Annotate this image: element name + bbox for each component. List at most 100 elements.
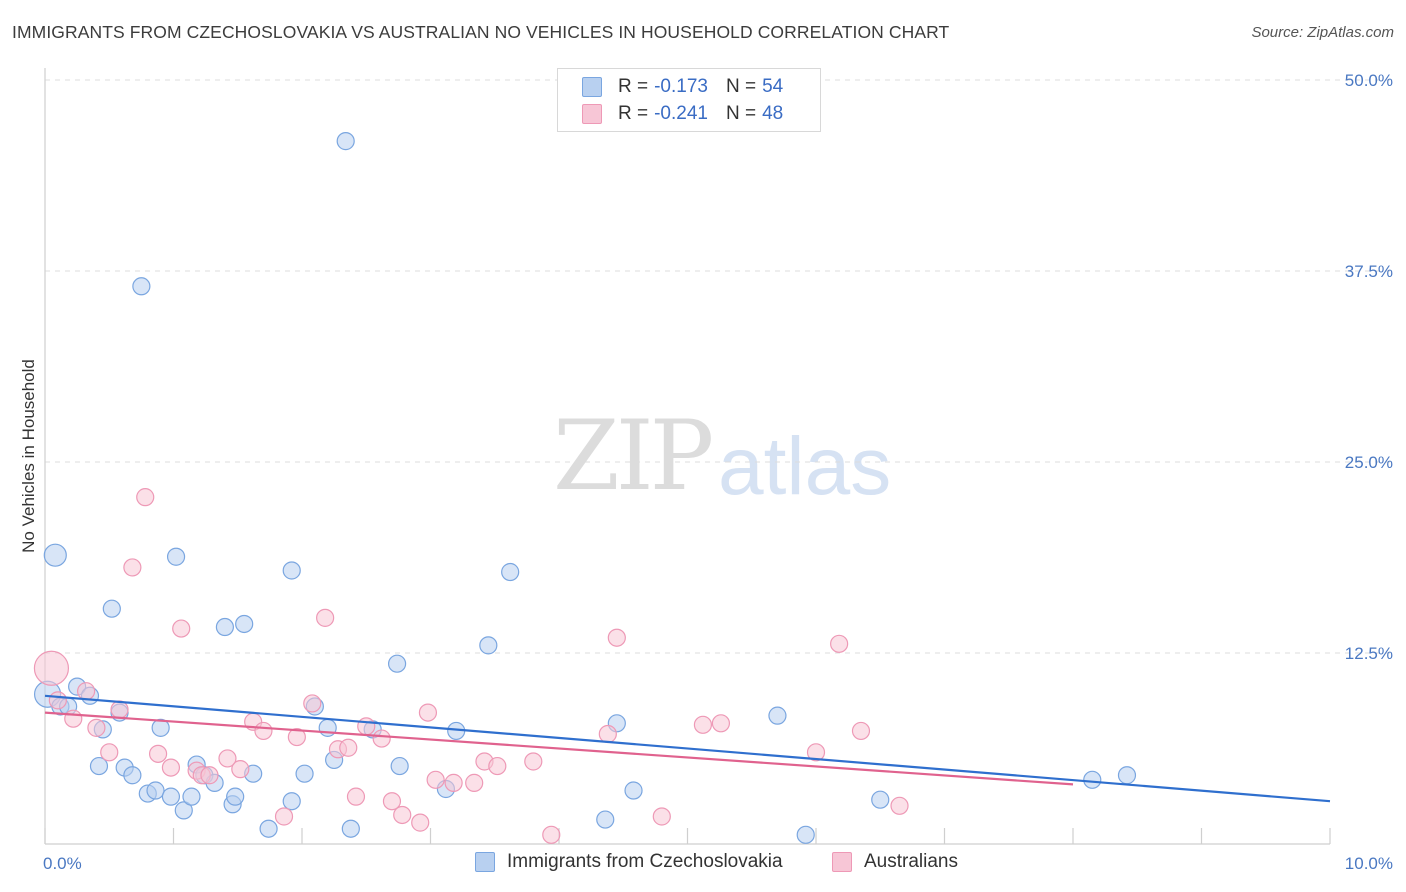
point-australians — [418, 703, 438, 722]
point-australians — [123, 558, 142, 577]
point-australians — [254, 721, 273, 741]
point-australians — [161, 758, 181, 777]
legend-item-czechoslovakia: Immigrants from Czechoslovakia — [475, 851, 783, 873]
point-australians — [274, 807, 294, 826]
trend-line-australians — [44, 711, 1074, 786]
point-czechoslovakia — [226, 787, 245, 806]
point-australians — [316, 608, 335, 627]
point-czechoslovakia — [596, 810, 615, 829]
point-czechoslovakia — [336, 132, 355, 151]
point-czechoslovakia — [768, 706, 787, 725]
point-czechoslovakia — [235, 614, 254, 634]
point-australians — [693, 715, 713, 734]
point-australians — [465, 773, 484, 792]
legend-label-australians: Australians — [864, 851, 958, 872]
legend-swatch-blue — [475, 852, 495, 872]
point-czechoslovakia — [123, 766, 142, 785]
point-australians — [393, 805, 412, 825]
point-czechoslovakia — [871, 790, 890, 809]
legend-swatch-blue — [582, 77, 602, 97]
data-points — [33, 132, 1137, 844]
point-australians — [711, 714, 731, 733]
point-australians — [426, 770, 445, 789]
y-tick-label: 25.0% — [1345, 453, 1393, 472]
point-czechoslovakia — [387, 654, 407, 673]
trend-lines — [44, 694, 1331, 803]
legend-swatch-pink — [582, 104, 602, 124]
tick-labels: 12.5% 25.0% 37.5% 50.0% 0.0% 10.0% — [43, 71, 1393, 873]
point-australians — [218, 749, 237, 768]
point-czechoslovakia — [132, 277, 151, 296]
point-australians — [110, 700, 129, 719]
point-australians — [287, 727, 306, 747]
point-czechoslovakia — [295, 764, 314, 783]
point-australians — [598, 724, 617, 744]
legend-row-australians: R = -0.241 N = 48 — [582, 102, 783, 126]
legend-n-value: 54 — [762, 76, 784, 97]
point-czechoslovakia — [1117, 766, 1137, 785]
point-czechoslovakia — [624, 781, 643, 800]
point-australians — [382, 792, 402, 811]
correlation-legend: R = -0.173 N = 54 R = -0.241 N = 48 — [557, 68, 821, 132]
legend-r-value: -0.173 — [654, 76, 708, 97]
legend-n-label: N = — [725, 76, 757, 97]
point-czechoslovakia — [182, 787, 201, 806]
point-australians — [542, 825, 561, 844]
point-australians — [339, 738, 358, 757]
point-australians — [346, 787, 366, 806]
watermark-zip: ZIP — [553, 400, 714, 512]
point-australians — [411, 813, 430, 832]
point-australians — [87, 718, 106, 737]
point-czechoslovakia — [166, 547, 186, 566]
point-czechoslovakia — [341, 819, 360, 838]
point-czechoslovakia — [174, 801, 193, 820]
y-tick-label: 12.5% — [1345, 644, 1393, 663]
series-legend: Immigrants from Czechoslovakia Australia… — [0, 851, 1406, 877]
point-australians — [444, 773, 463, 792]
point-australians — [357, 717, 376, 736]
point-czechoslovakia — [479, 636, 498, 655]
y-tick-label: 50.0% — [1345, 71, 1393, 90]
legend-r-label: R = — [618, 76, 649, 97]
axes — [44, 68, 1331, 845]
legend-item-australians: Australians — [832, 851, 958, 873]
point-australians — [890, 796, 909, 815]
legend-n-value: 48 — [762, 103, 784, 124]
point-czechoslovakia — [501, 562, 520, 582]
point-australians — [851, 721, 871, 741]
point-czechoslovakia — [161, 787, 181, 806]
grid-lines — [45, 79, 1395, 654]
point-australians — [372, 729, 391, 748]
point-czechoslovakia — [259, 819, 278, 838]
legend-r-value: -0.241 — [654, 103, 708, 124]
point-australians — [172, 619, 191, 638]
point-australians — [488, 756, 507, 776]
point-australians — [148, 744, 168, 763]
point-australians — [231, 760, 250, 779]
point-czechoslovakia — [796, 825, 815, 844]
point-czechoslovakia — [151, 718, 170, 737]
legend-r-label: R = — [618, 103, 649, 124]
x-tick-label: 10.0% — [1345, 854, 1393, 873]
legend-swatch-pink — [832, 852, 852, 872]
point-australians — [200, 766, 219, 785]
point-czechoslovakia — [89, 756, 109, 776]
point-australians — [64, 709, 83, 728]
point-czechoslovakia — [390, 756, 409, 776]
y-axis-label: No Vehicles in Household — [19, 359, 38, 553]
point-australians — [652, 807, 671, 826]
legend-n-label: N = — [725, 103, 757, 124]
point-czechoslovakia — [282, 792, 301, 811]
point-australians — [303, 694, 322, 713]
point-australians — [136, 488, 155, 507]
source-text: Source: ZipAtlas.com — [1251, 24, 1394, 41]
point-australians — [77, 682, 96, 701]
point-czechoslovakia — [146, 781, 165, 800]
legend-row-czechoslovakia: R = -0.173 N = 54 — [582, 75, 783, 99]
point-australians — [830, 634, 849, 653]
y-tick-label: 37.5% — [1345, 262, 1393, 281]
point-australians — [33, 650, 70, 686]
point-czechoslovakia — [43, 543, 67, 567]
point-czechoslovakia — [1083, 770, 1102, 789]
